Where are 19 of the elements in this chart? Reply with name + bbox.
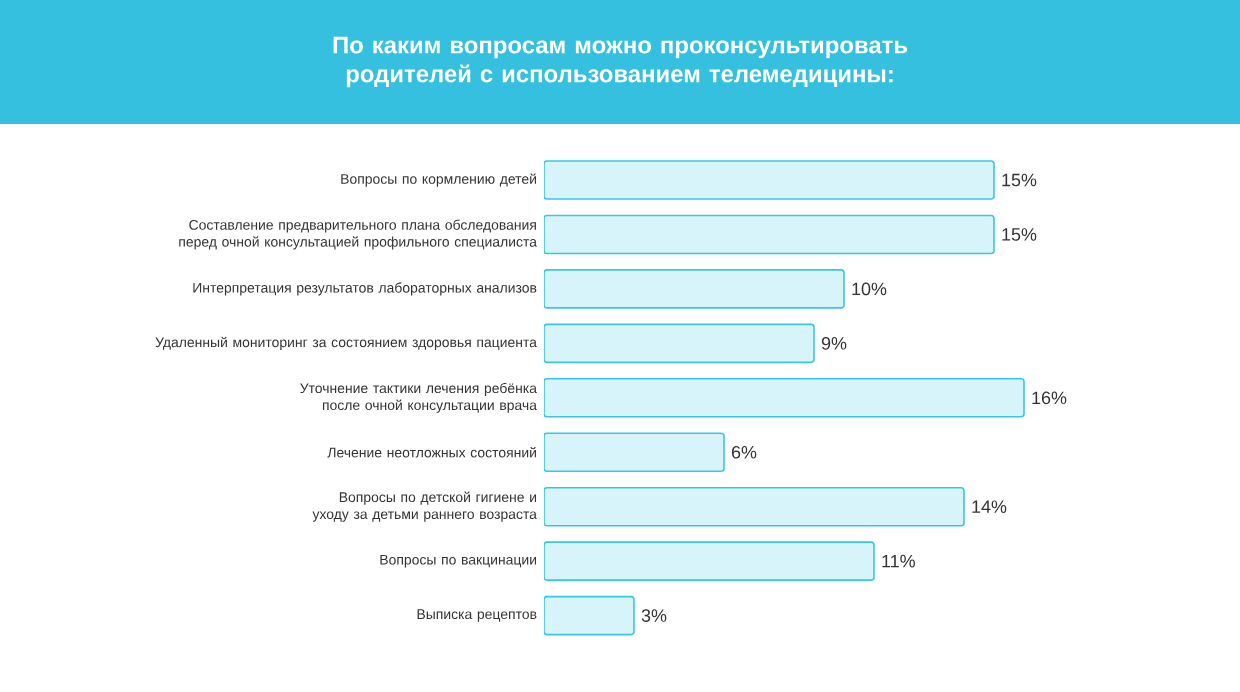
data-label: 10% bbox=[852, 282, 887, 296]
data-label: 11% bbox=[882, 554, 915, 568]
data-label: 16% bbox=[1032, 391, 1067, 405]
data-label: 3% bbox=[641, 609, 667, 622]
bar bbox=[544, 214, 995, 255]
bar bbox=[544, 269, 845, 309]
data-label: 14% bbox=[972, 500, 1007, 513]
bar bbox=[544, 541, 875, 581]
data-label: 9% bbox=[821, 336, 847, 350]
data-label: 6% bbox=[731, 445, 757, 459]
data-label: 15% bbox=[1002, 228, 1037, 241]
chart-title: По каким вопросам можно проконсультировать родителей с использованием телемедицины: bbox=[333, 36, 908, 88]
bar bbox=[544, 160, 995, 200]
data-label: 15% bbox=[1002, 173, 1037, 187]
bar bbox=[544, 432, 725, 473]
bar bbox=[544, 378, 1025, 418]
bar bbox=[544, 595, 635, 636]
bar bbox=[544, 486, 965, 527]
bar bbox=[544, 323, 815, 364]
